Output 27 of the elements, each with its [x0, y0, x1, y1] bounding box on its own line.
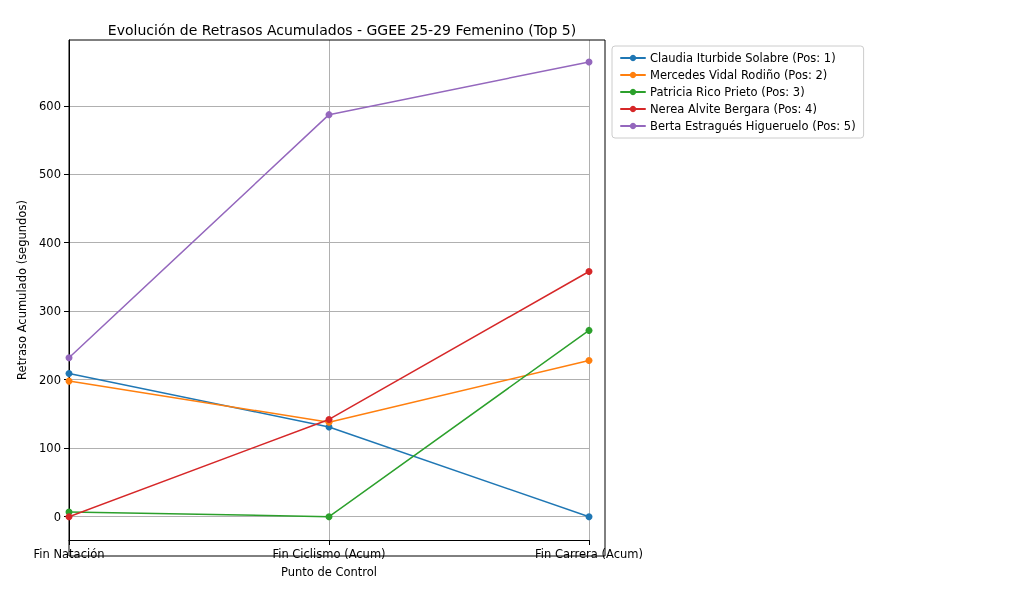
point: [325, 111, 333, 119]
chart-title: Evolución de Retrasos Acumulados - GGEE 25-29 Femenino (Top 5): [107, 22, 577, 38]
x-tick-label: Fin Ciclismo (Acum): [272, 547, 386, 561]
y-tick-label: 500: [39, 167, 61, 182]
legend-label: Mercedes Vidal Rodiño (Pos: 2): [650, 68, 828, 82]
point: [65, 513, 73, 521]
y-tick-label: 300: [39, 304, 61, 319]
legend-label: Berta Estragués Higueruelo (Pos: 5): [650, 119, 856, 133]
point: [585, 513, 593, 521]
point: [585, 357, 593, 365]
y-tick-label: 200: [39, 372, 61, 387]
point: [65, 370, 73, 378]
x-tick-label: Fin Carrera (Acum): [535, 547, 643, 561]
y-tick-label: 100: [39, 441, 61, 456]
legend-label: Nerea Alvite Bergara (Pos: 4): [650, 102, 817, 116]
point: [585, 326, 593, 334]
x-tick-label: Fin Natación: [33, 547, 105, 561]
point: [65, 354, 73, 362]
y-tick-label: 0: [53, 509, 61, 524]
legend-label: Claudia Iturbide Solabre (Pos: 1): [650, 51, 836, 65]
y-tick-label: 400: [39, 235, 61, 250]
legend-label: Patricia Rico Prieto (Pos: 3): [650, 85, 805, 99]
x-axis-title: Punto de Control: [280, 565, 378, 579]
y-tick-label: 600: [39, 98, 61, 113]
point: [585, 268, 593, 275]
y-axis-title: Retraso Acumulado (segundos): [15, 200, 30, 380]
point: [325, 513, 333, 521]
